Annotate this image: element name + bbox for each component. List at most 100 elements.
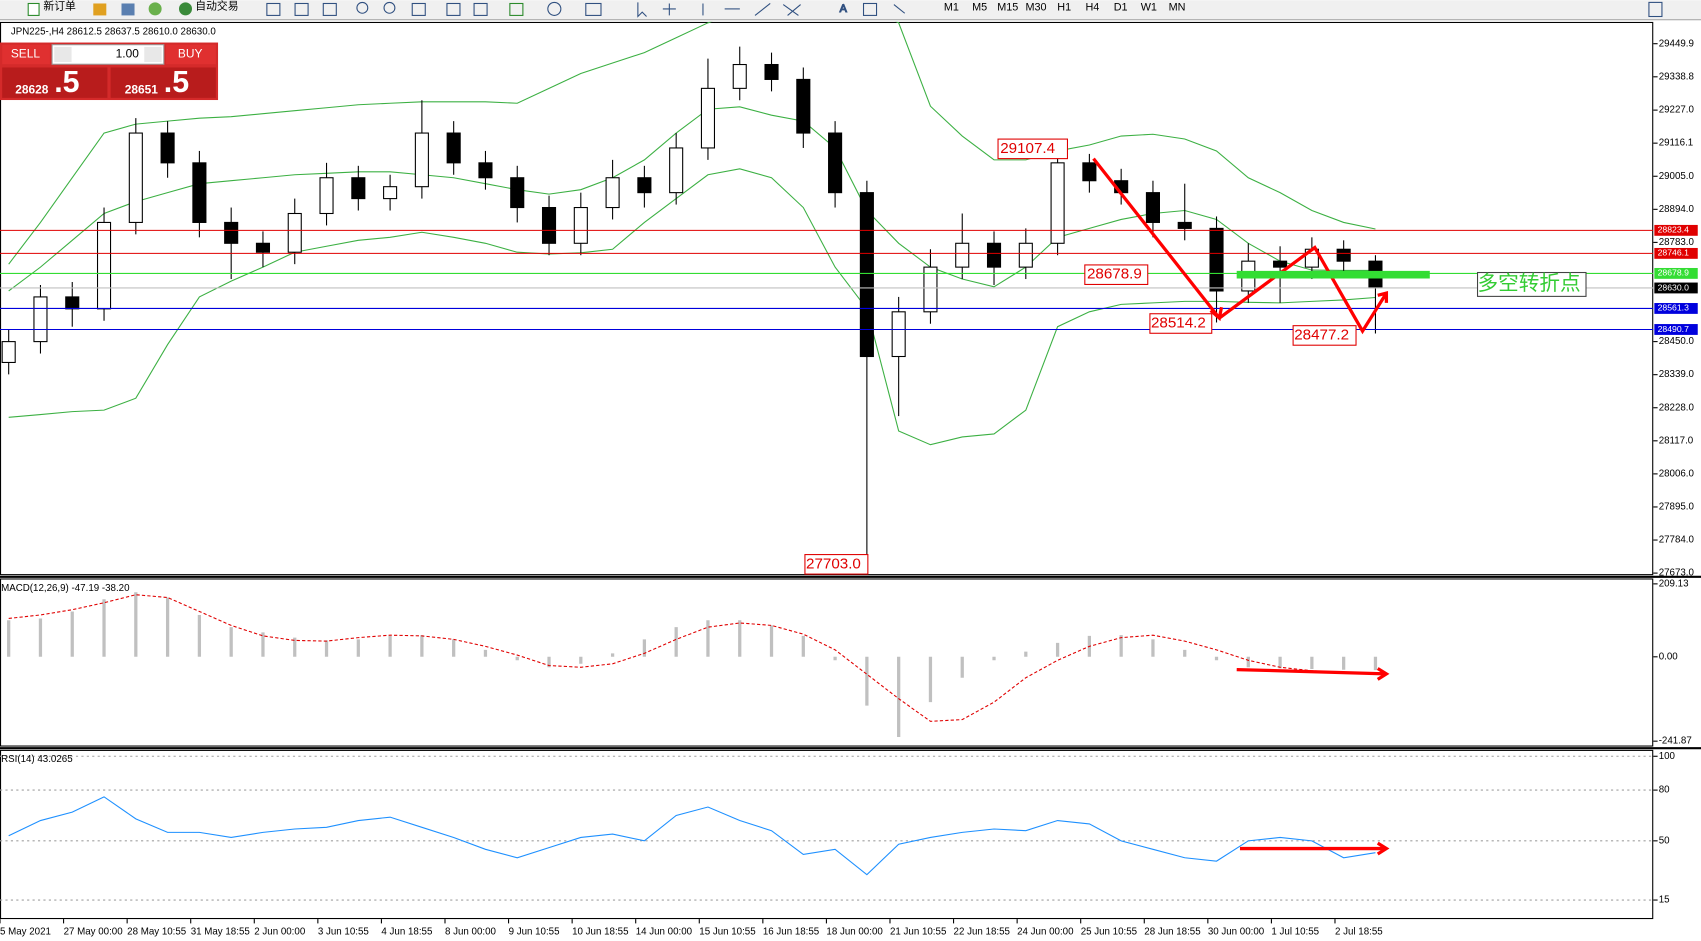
icon[interactable] (121, 3, 135, 16)
x-tick-label: 10 Jun 18:55 (572, 927, 629, 938)
x-tick-label: 8 Jun 00:00 (445, 927, 497, 938)
timeframe-button[interactable]: D1 (1114, 2, 1128, 14)
x-tick-label: 2 Jun 00:00 (254, 927, 306, 938)
candle-body (128, 132, 143, 223)
indicator-title: JPN225-,H4 28612.5 28637.5 28610.0 28630… (11, 26, 216, 37)
candle-body (732, 63, 747, 89)
new-order-icon[interactable] (27, 2, 40, 16)
ask-price[interactable]: 28651 (125, 82, 159, 96)
auto-trading-button[interactable]: 自动交易 (195, 0, 238, 13)
annotation: 多空转折点 (1478, 272, 1581, 295)
icon[interactable] (93, 3, 107, 16)
timeframe-button[interactable]: M1 (944, 2, 959, 14)
y-tick-label: 27784.0 (1659, 535, 1695, 546)
ask-box[interactable] (110, 67, 216, 98)
y-tick-label: 28117.0 (1659, 435, 1694, 446)
timeframe-button[interactable]: MN (1169, 2, 1186, 14)
lot-input[interactable] (51, 44, 165, 65)
panel-0 (0, 21, 1654, 565)
candle-body (1050, 162, 1065, 244)
candle-body (1082, 162, 1097, 182)
y-tick-label: 29338.8 (1659, 71, 1694, 82)
price-level-tag (1654, 282, 1698, 294)
sell-label[interactable]: SELL (11, 47, 41, 61)
lot-down[interactable] (54, 46, 72, 63)
annotation-box (1149, 313, 1213, 334)
candle-body (573, 206, 588, 244)
candle-body (287, 212, 302, 253)
icon[interactable] (148, 2, 162, 16)
macd-panel (0, 578, 1654, 747)
candle-body (859, 192, 874, 358)
sell-button[interactable] (2, 44, 50, 65)
timeframe-button[interactable]: W1 (1141, 2, 1157, 14)
timeframe-bar: M1 M5 M15 M30 H1 H4 D1 W1 MN (944, 2, 1186, 14)
x-tick-label: 18 Jun 00:00 (826, 927, 883, 938)
x-tick-label: 5 May 2021 (0, 927, 51, 938)
price-level-tag (1654, 303, 1698, 314)
timeframe-button[interactable]: H4 (1085, 2, 1099, 14)
y-tick-label: 15 (1659, 895, 1670, 906)
candle-body (1, 341, 16, 364)
bid-fraction[interactable]: .5 (54, 66, 79, 99)
price-level-label: 28561.3 (1658, 303, 1689, 313)
price-panel (0, 21, 1654, 576)
buy-label[interactable]: BUY (178, 47, 203, 61)
y-tick-label: 28228.0 (1659, 402, 1695, 413)
candle-body (96, 221, 112, 310)
timeframe-button[interactable]: M5 (972, 2, 987, 14)
candle-body (65, 296, 80, 310)
annotation-box (1084, 264, 1149, 285)
x-tick-label: 9 Jun 10:55 (509, 927, 561, 938)
y-tick-label: 0.00 (1659, 651, 1679, 662)
candle-body (764, 63, 779, 80)
buy-button[interactable] (165, 44, 216, 65)
lot-value[interactable]: 1.00 (116, 47, 140, 61)
candle-body (1177, 221, 1192, 229)
timeframe-button[interactable]: H1 (1057, 2, 1071, 14)
annotation: 28514.2 (1151, 315, 1206, 332)
new-order-button[interactable]: 新订单 (43, 0, 76, 13)
y-tick-label: 50 (1659, 835, 1670, 846)
y-tick-label: 29227.0 (1659, 105, 1695, 116)
y-tick-label: 28783.0 (1659, 237, 1695, 248)
candle-body (828, 132, 843, 194)
candle-body (605, 177, 620, 209)
annotation: 27703.0 (806, 555, 861, 572)
candle-body (700, 87, 716, 149)
annotation-box (804, 554, 869, 575)
candle-body (383, 186, 398, 200)
candle-body (478, 162, 493, 179)
candle-body (192, 162, 207, 223)
candle-body (637, 177, 652, 194)
x-tick-label: 2 Jul 18:55 (1335, 927, 1383, 938)
x-tick-label: 15 Jun 10:55 (699, 927, 756, 938)
candle-body (986, 242, 1002, 268)
timeframe-button[interactable]: M30 (1025, 2, 1046, 14)
price-level-tag (1654, 267, 1698, 279)
x-tick-label: 1 Jul 10:55 (1271, 927, 1319, 938)
bid-box[interactable] (2, 67, 108, 98)
timeframe-button[interactable]: M15 (997, 2, 1018, 14)
candle-body (1273, 260, 1288, 268)
panel-2 (0, 755, 1654, 901)
indicator-title: MACD(12,26,9) -47.19 -38.20 (1, 583, 130, 594)
x-tick-label: 22 Jun 18:55 (954, 927, 1011, 938)
x-tick-label: 27 May 00:00 (64, 927, 124, 938)
annotations: 29107.4 28678.9 28514.2 28477.2 27703.0 … (804, 138, 1587, 575)
annotation-box (1476, 271, 1587, 297)
candle-body (541, 206, 557, 244)
lot-up[interactable] (144, 46, 162, 63)
y-tick-label: 28450.0 (1659, 336, 1695, 347)
price-level-tag (1654, 324, 1698, 335)
y-tick-label: 100 (1659, 751, 1676, 762)
y-tick-label: 28339.0 (1659, 369, 1695, 380)
bid-price[interactable]: 28628 (15, 82, 49, 96)
candle-body (1018, 242, 1033, 268)
ask-fraction[interactable]: .5 (164, 66, 189, 99)
x-tick-label: 24 Jun 00:00 (1017, 927, 1074, 938)
auto-trading-icon[interactable] (178, 2, 193, 16)
candle-body (955, 242, 970, 268)
